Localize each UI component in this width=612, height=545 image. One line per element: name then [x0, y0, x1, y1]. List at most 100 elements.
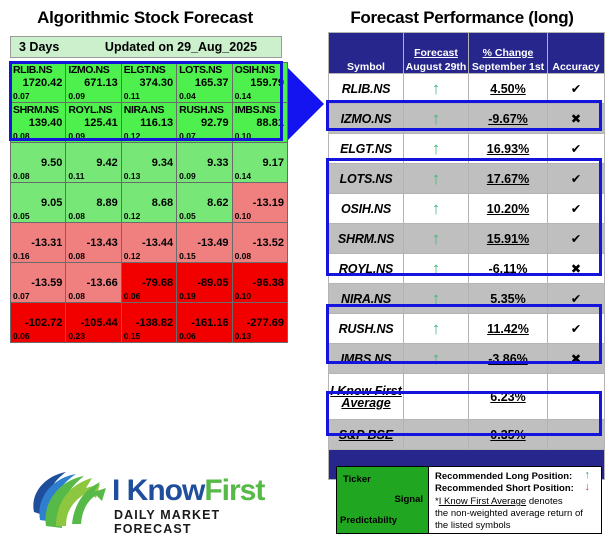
heatmap-cell-signal-value: -89.05	[197, 277, 229, 289]
heatmap-cell-signal-value: -277.69	[246, 317, 284, 329]
heatmap-cell-predictability: 0.11	[68, 171, 85, 181]
row-symbol: IMBS.NS	[328, 343, 404, 374]
accuracy-check-icon: ✔	[547, 223, 605, 254]
legend-footnote-star: *	[435, 496, 439, 507]
column-header-accuracy: Accuracy	[547, 32, 605, 74]
heatmap-cell-predictability: 0.09	[68, 131, 85, 141]
row-forecast-signal: ↑	[403, 313, 469, 344]
legend-up-arrow-icon: ↑	[584, 469, 591, 481]
up-arrow-icon: ↑	[431, 349, 441, 368]
heatmap-cell: ROYL.NS 125.41 0.09	[65, 102, 122, 143]
heatmap-cell-signal-value: -105.44	[80, 317, 118, 329]
row-percent-change: 11.42%	[468, 313, 548, 344]
date-banner: 3 Days Updated on 29_Aug_2025	[10, 36, 282, 58]
heatmap-cell: 9.33 0.09	[176, 142, 233, 183]
heatmap-cell-signal-value: 139.40	[28, 117, 63, 129]
heatmap-cell-signal-value: -13.49	[197, 237, 229, 249]
legend-footnote-line3: the listed symbols	[435, 520, 511, 531]
heatmap-cell-signal-value: 671.13	[84, 77, 118, 89]
heatmap-cell-predictability: 0.12	[123, 211, 141, 221]
heatmap-cell: -89.05 0.19	[176, 262, 233, 303]
heatmap-cell: RLIB.NS 1720.42 0.07	[9, 62, 67, 103]
column-header-change-date: September 1st	[471, 61, 545, 73]
forecast-heatmap: RLIB.NS 1720.42 0.07 IZMO.NS 671.13 0.09 ELGT.…	[9, 62, 288, 343]
logo-word-iknow: I Know	[112, 474, 205, 507]
row-symbol: SHRM.NS	[328, 223, 404, 254]
flow-arrow-icon	[288, 68, 324, 140]
heatmap-cell-signal-value: -13.52	[252, 237, 284, 249]
heatmap-cell: NIRA.NS 116.13 0.12	[120, 102, 178, 143]
table-row: IZMO.NS ↑ -9.67% ✖	[328, 103, 605, 134]
performance-table-header: Symbol Forecast August 29th % Change Sep…	[328, 32, 605, 74]
heatmap-cell-predictability: 0.07	[13, 91, 30, 101]
row-symbol: ROYL.NS	[328, 253, 404, 284]
heatmap-cell: LOTS.NS 165.37 0.04	[176, 62, 233, 103]
performance-panel: Forecast Performance (long) Symbol Forec…	[312, 0, 612, 545]
row-forecast-signal: ↑	[403, 133, 469, 164]
heatmap-cell: -79.68 0.06	[120, 262, 178, 303]
row-symbol: LOTS.NS	[328, 163, 404, 194]
heatmap-cell: -13.66 0.08	[65, 262, 122, 303]
row-percent-change: 5.35%	[468, 283, 548, 314]
summary-row: I Know First Average 6.23%	[328, 373, 605, 420]
accuracy-check-icon: ✔	[547, 133, 605, 164]
heatmap-cell-signal-value: -13.66	[86, 277, 118, 289]
row-symbol: ELGT.NS	[328, 133, 404, 164]
heatmap-cell-signal-value: -96.38	[252, 277, 284, 289]
table-row: RUSH.NS ↑ 11.42% ✔	[328, 313, 605, 344]
legend-predictability-label: Predictabilty	[340, 515, 398, 526]
heatmap-cell-predictability: 0.08	[68, 291, 85, 301]
heatmap-cell: 9.17 0.14	[231, 142, 288, 183]
heatmap-cell-ticker: IZMO.NS	[68, 64, 110, 76]
heatmap-cell-signal-value: -13.19	[252, 197, 284, 209]
accuracy-check-icon: ✔	[547, 73, 605, 104]
left-panel-title: Algorithmic Stock Forecast	[37, 8, 253, 27]
row-forecast-signal: ↑	[403, 103, 469, 134]
heatmap-cell-predictability: 0.08	[13, 131, 30, 141]
heatmap-cell-signal-value: 8.89	[96, 197, 118, 209]
accuracy-check-icon: ✔	[547, 193, 605, 224]
heatmap-cell-predictability: 0.09	[179, 171, 196, 181]
logo-wordmark: I KnowFirst	[112, 474, 265, 508]
legend-long-position-text: Recommended Long Position:	[435, 471, 573, 482]
heatmap-row: RLIB.NS 1720.42 0.07 IZMO.NS 671.13 0.09 ELGT.…	[9, 62, 288, 103]
row-percent-change: -6.11%	[468, 253, 548, 284]
up-arrow-icon: ↑	[431, 79, 441, 98]
heatmap-cell: 8.62 0.05	[176, 182, 233, 223]
heatmap-cell: SHRM.NS 139.40 0.08	[9, 102, 67, 143]
heatmap-cell-predictability: 0.15	[123, 331, 141, 341]
heatmap-cell-ticker: ROYL.NS	[68, 104, 113, 116]
heatmap-row: SHRM.NS 139.40 0.08 ROYL.NS 125.41 0.09 NIRA.N…	[9, 102, 288, 143]
column-header-forecast-date: August 29th	[405, 61, 467, 73]
heatmap-cell-predictability: 0.16	[13, 251, 30, 261]
heatmap-cell-predictability: 0.05	[13, 211, 30, 221]
heatmap-cell-signal-value: -102.72	[25, 317, 63, 329]
forecast-horizon: 3 Days	[19, 40, 60, 54]
heatmap-cell-signal-value: 8.68	[151, 197, 174, 209]
heatmap-cell: -96.38 0.10	[231, 262, 288, 303]
row-forecast-signal: ↑	[403, 193, 469, 224]
logo-mark-icon	[33, 472, 106, 528]
heatmap-cell: -13.52 0.08	[231, 222, 288, 263]
heatmap-cell-signal-value: 159.79	[250, 77, 284, 89]
summary-forecast-cell	[403, 373, 469, 420]
heatmap-cell-predictability: 0.19	[179, 291, 196, 301]
row-symbol: IZMO.NS	[328, 103, 404, 134]
heatmap-cell-predictability: 0.15	[179, 251, 196, 261]
heatmap-cell: -105.44 0.23	[65, 302, 122, 343]
heatmap-cell-signal-value: -138.82	[135, 317, 174, 329]
summary-accuracy-cell	[547, 373, 605, 420]
column-header-forecast-top: Forecast	[414, 47, 458, 59]
summary-percent-change: 6.23%	[468, 373, 548, 420]
up-arrow-icon: ↑	[431, 199, 441, 218]
row-symbol: OSIH.NS	[328, 193, 404, 224]
heatmap-cell-predictability: 0.12	[123, 131, 141, 141]
heatmap-row: -102.72 0.06 -105.44 0.23 -138.82 0.15 -161.16…	[9, 302, 288, 343]
accuracy-check-icon: ✔	[547, 163, 605, 194]
forecast-updated-date: Updated on 29_Aug_2025	[104, 40, 258, 54]
row-symbol: RUSH.NS	[328, 313, 404, 344]
summary-label-line2: Average	[341, 395, 391, 410]
heatmap-cell-signal-value: 9.42	[96, 157, 118, 169]
heatmap-cell-predictability: 0.06	[179, 331, 196, 341]
heatmap-cell: ELGT.NS 374.30 0.11	[120, 62, 178, 103]
